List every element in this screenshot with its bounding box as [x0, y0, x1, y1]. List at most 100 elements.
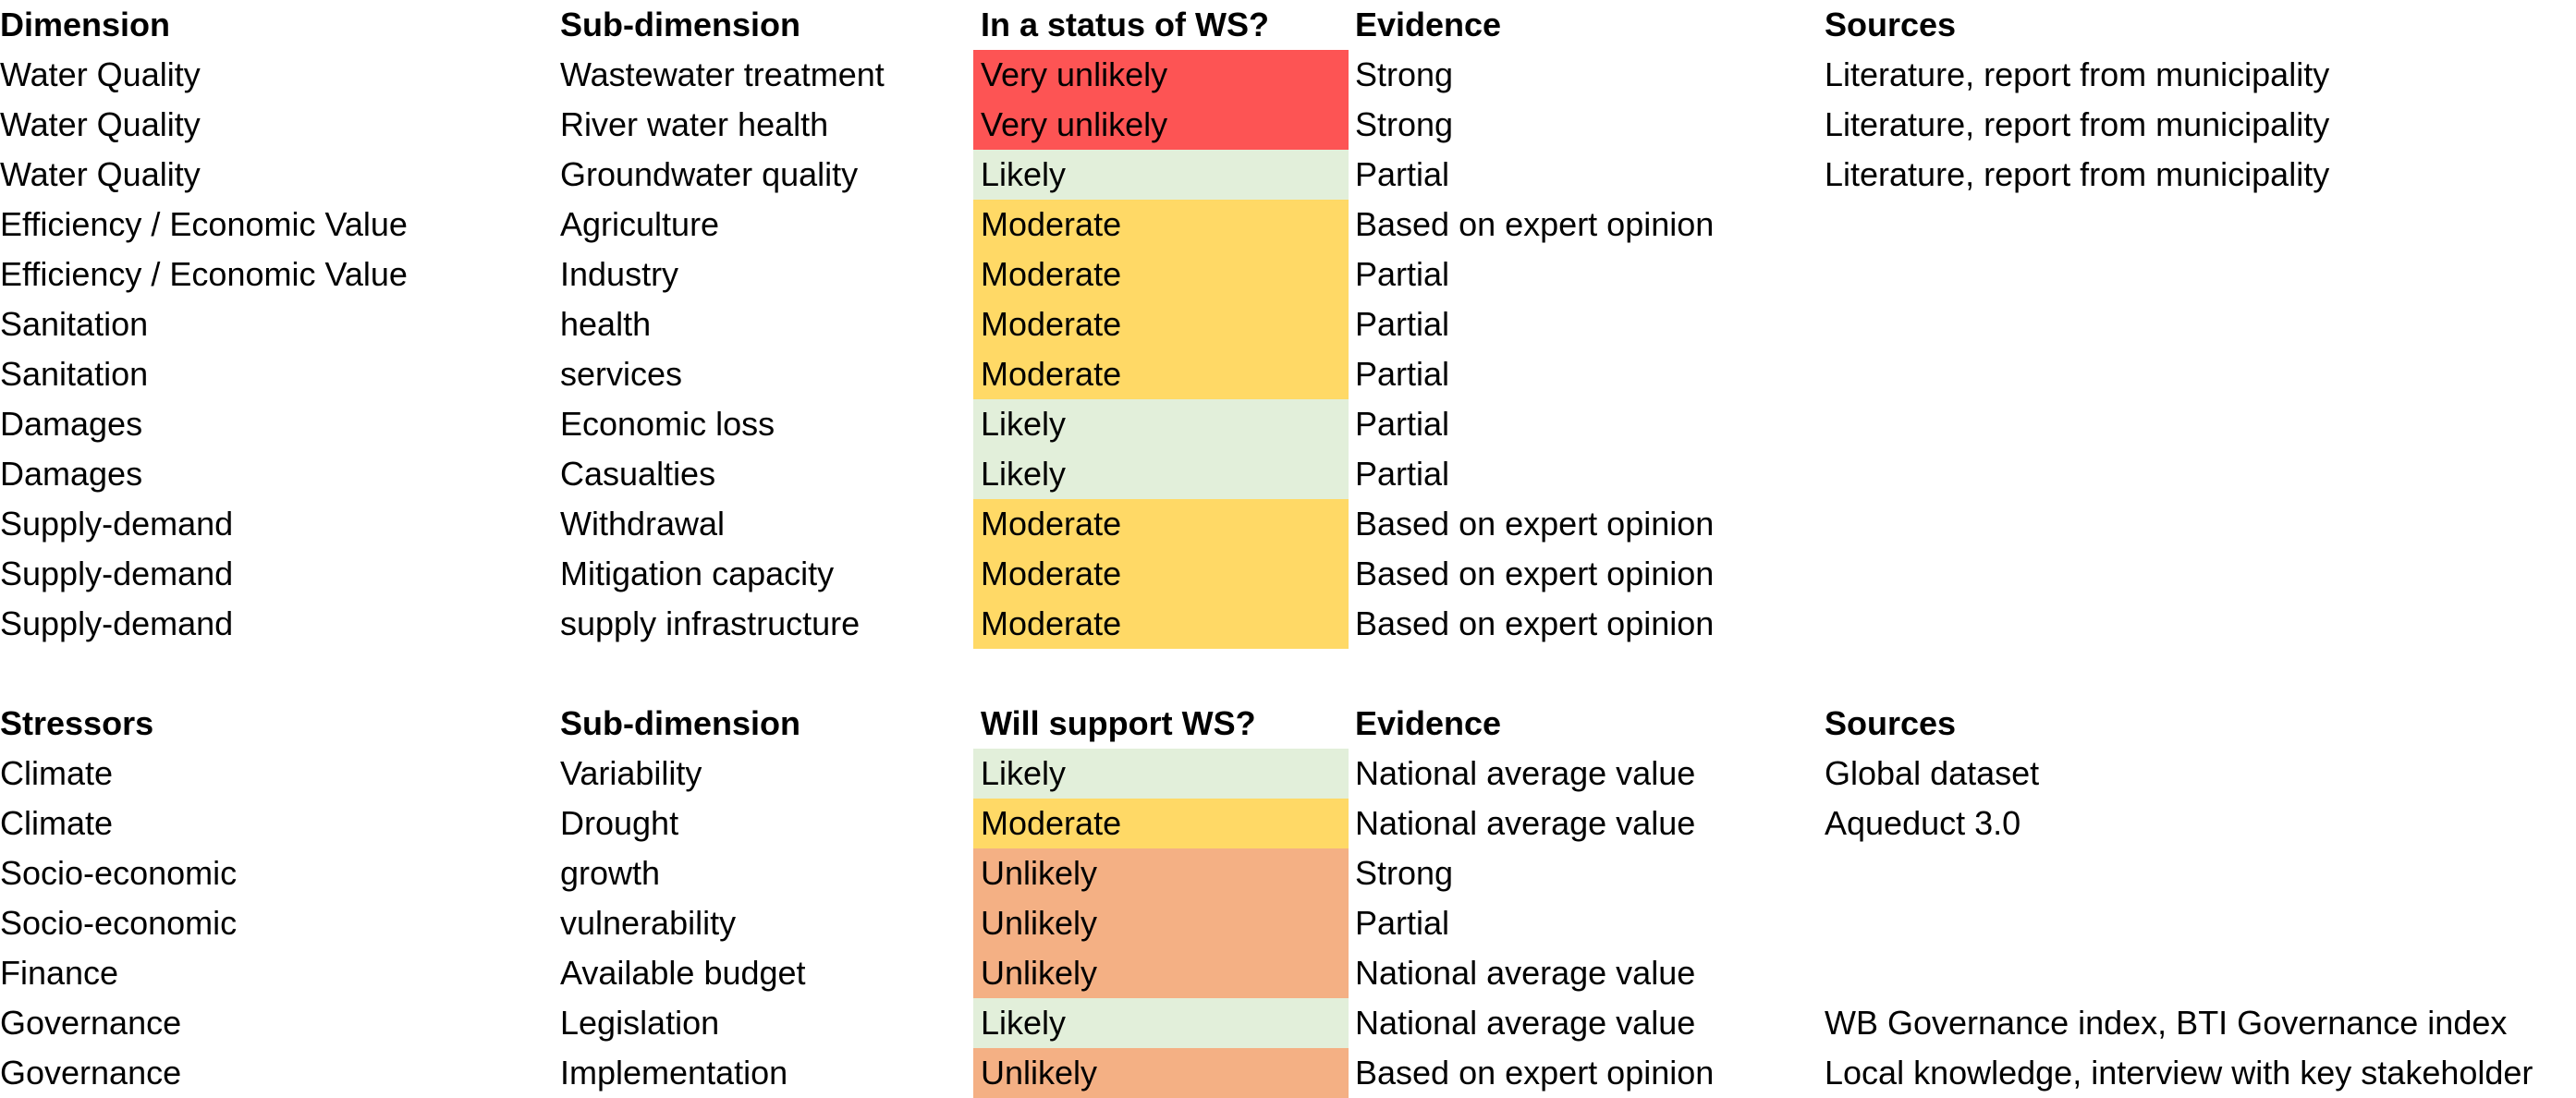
header-dimension[interactable]: Dimension: [0, 6, 171, 43]
dimension-cell[interactable]: Supply-demand: [0, 604, 234, 642]
sources-cell[interactable]: [1825, 599, 2576, 649]
evidence-cell[interactable]: National average value: [1355, 754, 1696, 792]
status-cell[interactable]: Likely: [973, 449, 1349, 499]
sources-cell[interactable]: Local knowledge, interview with key stak…: [1825, 1054, 2533, 1092]
dimension-cell[interactable]: Climate: [0, 754, 114, 792]
status-cell[interactable]: Moderate: [973, 799, 1349, 848]
sub-dimension-cell[interactable]: supply infrastructure: [560, 604, 861, 642]
sources-cell[interactable]: Literature, report from municipality: [1825, 155, 2330, 193]
dimension-cell[interactable]: Damages: [0, 455, 143, 493]
dimension-cell[interactable]: Socio-economic: [0, 904, 238, 942]
evidence-cell[interactable]: Based on expert opinion: [1355, 1054, 1715, 1092]
header-sources[interactable]: Sources: [1825, 6, 1957, 43]
evidence-cell[interactable]: Partial: [1355, 255, 1450, 293]
sub-dimension-cell[interactable]: growth: [560, 854, 661, 892]
status-cell[interactable]: Unlikely: [973, 898, 1349, 948]
status-cell[interactable]: Very unlikely: [973, 50, 1349, 100]
dimension-cell[interactable]: Water Quality: [0, 155, 201, 193]
dimension-cell[interactable]: Socio-economic: [0, 854, 238, 892]
status-cell[interactable]: Likely: [973, 998, 1349, 1048]
header-sources[interactable]: Sources: [1825, 704, 1957, 742]
sub-dimension-cell[interactable]: River water health: [560, 105, 829, 143]
sub-dimension-cell[interactable]: Agriculture: [560, 205, 720, 243]
sub-dimension-cell[interactable]: Wastewater treatment: [560, 55, 885, 93]
header-evidence[interactable]: Evidence: [1355, 704, 1502, 742]
dimension-cell[interactable]: Water Quality: [0, 105, 201, 143]
header-status[interactable]: In a status of WS?: [981, 6, 1270, 43]
sources-cell[interactable]: [1825, 449, 2576, 499]
sub-dimension-cell[interactable]: Mitigation capacity: [560, 555, 835, 592]
sources-cell[interactable]: [1825, 299, 2576, 349]
evidence-cell[interactable]: Based on expert opinion: [1355, 505, 1715, 543]
status-cell[interactable]: Moderate: [973, 599, 1349, 649]
sources-cell[interactable]: Literature, report from municipality: [1825, 55, 2330, 93]
dimension-cell[interactable]: Finance: [0, 954, 119, 992]
evidence-cell[interactable]: Strong: [1355, 105, 1454, 143]
status-cell[interactable]: Unlikely: [973, 948, 1349, 998]
status-cell[interactable]: Very unlikely: [973, 100, 1349, 150]
sub-dimension-cell[interactable]: Variability: [560, 754, 702, 792]
sub-dimension-cell[interactable]: Drought: [560, 804, 679, 842]
dimension-cell[interactable]: Climate: [0, 804, 114, 842]
evidence-cell[interactable]: National average value: [1355, 804, 1696, 842]
dimension-cell[interactable]: Sanitation: [0, 305, 149, 343]
dimension-cell[interactable]: Efficiency / Economic Value: [0, 255, 408, 293]
header-sub-dimension[interactable]: Sub-dimension: [560, 704, 800, 742]
header-stressors[interactable]: Stressors: [0, 704, 154, 742]
evidence-cell[interactable]: Based on expert opinion: [1355, 604, 1715, 642]
sub-dimension-cell[interactable]: health: [560, 305, 652, 343]
dimension-cell[interactable]: Governance: [0, 1004, 182, 1042]
dimension-cell[interactable]: Sanitation: [0, 355, 149, 393]
header-sub-dimension[interactable]: Sub-dimension: [560, 6, 800, 43]
sources-cell[interactable]: [1825, 549, 2576, 599]
sources-cell[interactable]: [1825, 250, 2576, 299]
evidence-cell[interactable]: Based on expert opinion: [1355, 555, 1715, 592]
evidence-cell[interactable]: Partial: [1355, 355, 1450, 393]
evidence-cell[interactable]: Partial: [1355, 904, 1450, 942]
evidence-cell[interactable]: Based on expert opinion: [1355, 205, 1715, 243]
sub-dimension-cell[interactable]: Groundwater quality: [560, 155, 859, 193]
dimension-cell[interactable]: Damages: [0, 405, 143, 443]
dimension-cell[interactable]: Supply-demand: [0, 505, 234, 543]
evidence-cell[interactable]: Strong: [1355, 854, 1454, 892]
sources-cell[interactable]: Literature, report from municipality: [1825, 105, 2330, 143]
status-cell[interactable]: Moderate: [973, 549, 1349, 599]
evidence-cell[interactable]: Partial: [1355, 305, 1450, 343]
evidence-cell[interactable]: Partial: [1355, 155, 1450, 193]
header-will-support[interactable]: Will support WS?: [981, 704, 1256, 742]
status-cell[interactable]: Moderate: [973, 299, 1349, 349]
dimension-cell[interactable]: Governance: [0, 1054, 182, 1092]
status-cell[interactable]: Moderate: [973, 499, 1349, 549]
sources-cell[interactable]: [1825, 200, 2576, 250]
dimension-cell[interactable]: Water Quality: [0, 55, 201, 93]
evidence-cell[interactable]: Partial: [1355, 405, 1450, 443]
sources-cell[interactable]: [1825, 499, 2576, 549]
status-cell[interactable]: Unlikely: [973, 1048, 1349, 1098]
sources-cell[interactable]: Global dataset: [1825, 754, 2040, 792]
status-cell[interactable]: Moderate: [973, 200, 1349, 250]
sources-cell[interactable]: [1825, 399, 2576, 449]
status-cell[interactable]: Unlikely: [973, 848, 1349, 898]
sources-cell[interactable]: [1825, 898, 2576, 948]
sub-dimension-cell[interactable]: Casualties: [560, 455, 716, 493]
evidence-cell[interactable]: Strong: [1355, 55, 1454, 93]
sources-cell[interactable]: WB Governance index, BTI Governance inde…: [1825, 1004, 2508, 1042]
evidence-cell[interactable]: National average value: [1355, 1004, 1696, 1042]
status-cell[interactable]: Likely: [973, 399, 1349, 449]
status-cell[interactable]: Moderate: [973, 349, 1349, 399]
sources-cell[interactable]: Aqueduct 3.0: [1825, 804, 2021, 842]
dimension-cell[interactable]: Efficiency / Economic Value: [0, 205, 408, 243]
sources-cell[interactable]: [1825, 349, 2576, 399]
evidence-cell[interactable]: National average value: [1355, 954, 1696, 992]
sub-dimension-cell[interactable]: Available budget: [560, 954, 806, 992]
sub-dimension-cell[interactable]: services: [560, 355, 683, 393]
header-evidence[interactable]: Evidence: [1355, 6, 1502, 43]
evidence-cell[interactable]: Partial: [1355, 455, 1450, 493]
sub-dimension-cell[interactable]: Implementation: [560, 1054, 788, 1092]
status-cell[interactable]: Likely: [973, 749, 1349, 799]
status-cell[interactable]: Likely: [973, 150, 1349, 200]
sub-dimension-cell[interactable]: vulnerability: [560, 904, 737, 942]
dimension-cell[interactable]: Supply-demand: [0, 555, 234, 592]
sub-dimension-cell[interactable]: Legislation: [560, 1004, 720, 1042]
sub-dimension-cell[interactable]: Economic loss: [560, 405, 775, 443]
